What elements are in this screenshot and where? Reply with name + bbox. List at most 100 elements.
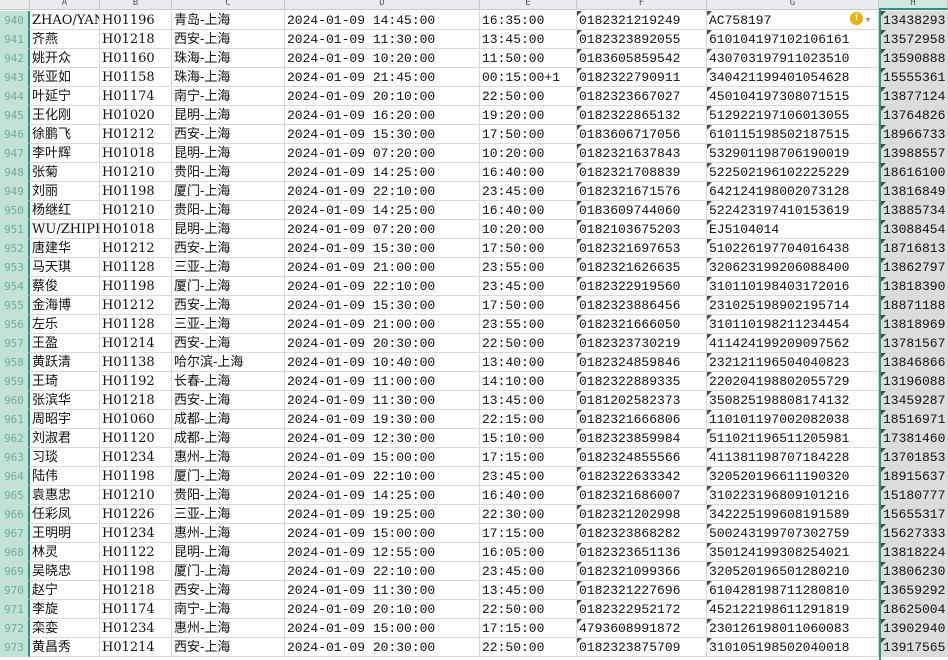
cell-phone[interactable]: 18716813 — [879, 238, 948, 258]
cell-flight[interactable]: H01160 — [100, 48, 172, 68]
cell-ticket[interactable]: 0182324855566 — [577, 447, 707, 467]
cell-route[interactable]: 惠州-上海 — [172, 618, 285, 638]
cell-arrival[interactable]: 22:50:00 — [480, 333, 577, 353]
cell-route[interactable]: 西安-上海 — [172, 238, 285, 258]
cell-departure[interactable]: 2024-01-09 07:20:00 — [285, 143, 480, 163]
cell-phone[interactable]: 15655317 — [879, 504, 948, 524]
cell-arrival[interactable]: 17:50:00 — [480, 238, 577, 258]
cell-id-number[interactable]: 511021196511205981 — [707, 428, 879, 448]
cell-phone[interactable]: 13877124 — [879, 86, 948, 106]
cell-route[interactable]: 三亚-上海 — [172, 314, 285, 334]
cell-ticket[interactable]: 0182321202998 — [577, 504, 707, 524]
cell-flight[interactable]: H01120 — [100, 428, 172, 448]
cell-flight[interactable]: H01020 — [100, 105, 172, 125]
cell-phone[interactable]: 13701853 — [879, 447, 948, 467]
cell-flight[interactable]: H01174 — [100, 599, 172, 619]
cell-departure[interactable]: 2024-01-09 21:00:00 — [285, 314, 480, 334]
cell-id-number[interactable]: 450104197308071515 — [707, 86, 879, 106]
cell-arrival[interactable]: 13:45:00 — [480, 390, 577, 410]
cell-phone[interactable]: 13816849 — [879, 181, 948, 201]
cell-route[interactable]: 西安-上海 — [172, 333, 285, 353]
cell-route[interactable]: 惠州-上海 — [172, 447, 285, 467]
cell-route[interactable]: 青岛-上海 — [172, 10, 285, 30]
cell-flight[interactable]: H01218 — [100, 580, 172, 600]
cell-route[interactable]: 珠海-上海 — [172, 48, 285, 68]
column-header-f[interactable]: F — [577, 0, 707, 10]
cell-id-number[interactable]: 310110198403172016 — [707, 276, 879, 296]
cell-id-number[interactable]: 411424199209097562 — [707, 333, 879, 353]
cell-departure[interactable]: 2024-01-09 20:30:00 — [285, 637, 480, 657]
cell-name[interactable]: 王明明 — [30, 523, 100, 543]
cell-route[interactable]: 贵阳-上海 — [172, 200, 285, 220]
cell-phone[interactable]: 13781567 — [879, 333, 948, 353]
cell-phone[interactable]: 15180777 — [879, 485, 948, 505]
column-header-b[interactable]: B — [100, 0, 172, 10]
cell-ticket[interactable]: 0182321686007 — [577, 485, 707, 505]
cell-flight[interactable]: H01234 — [100, 523, 172, 543]
cell-route[interactable]: 哈尔滨-上海 — [172, 352, 285, 372]
cell-ticket[interactable]: 0182323651136 — [577, 542, 707, 562]
cell-name[interactable]: 金海博 — [30, 295, 100, 315]
cell-flight[interactable]: H01196 — [100, 10, 172, 30]
cell-ticket[interactable]: 0182322952172 — [577, 599, 707, 619]
cell-route[interactable]: 昆明-上海 — [172, 542, 285, 562]
cell-departure[interactable]: 2024-01-09 11:30:00 — [285, 29, 480, 49]
cell-ticket[interactable]: 0182322889335 — [577, 371, 707, 391]
row-header[interactable]: 945 — [0, 105, 30, 125]
cell-arrival[interactable]: 17:15:00 — [480, 618, 577, 638]
cell-flight[interactable]: H01128 — [100, 314, 172, 334]
row-header[interactable]: 967 — [0, 523, 30, 543]
cell-id-number[interactable]: 500243199707302759 — [707, 523, 879, 543]
cell-ticket[interactable]: 0182323868282 — [577, 523, 707, 543]
cell-departure[interactable]: 2024-01-09 15:30:00 — [285, 238, 480, 258]
cell-route[interactable]: 昆明-上海 — [172, 219, 285, 239]
cell-arrival[interactable]: 23:45:00 — [480, 466, 577, 486]
cell-flight[interactable]: H01212 — [100, 124, 172, 144]
cell-arrival[interactable]: 17:50:00 — [480, 295, 577, 315]
cell-arrival[interactable]: 23:45:00 — [480, 276, 577, 296]
cell-name[interactable]: 叶延宁 — [30, 86, 100, 106]
cell-name[interactable]: 任彩凤 — [30, 504, 100, 524]
cell-arrival[interactable]: 19:20:00 — [480, 105, 577, 125]
row-header[interactable]: 944 — [0, 86, 30, 106]
cell-departure[interactable]: 2024-01-09 19:25:00 — [285, 504, 480, 524]
cell-departure[interactable]: 2024-01-09 22:10:00 — [285, 466, 480, 486]
cell-arrival[interactable]: 23:55:00 — [480, 257, 577, 277]
cell-ticket[interactable]: 0181202582373 — [577, 390, 707, 410]
cell-arrival[interactable]: 10:20:00 — [480, 219, 577, 239]
cell-phone[interactable]: 13846866 — [879, 352, 948, 372]
cell-route[interactable]: 贵阳-上海 — [172, 485, 285, 505]
cell-departure[interactable]: 2024-01-09 22:10:00 — [285, 561, 480, 581]
cell-departure[interactable]: 2024-01-09 21:00:00 — [285, 257, 480, 277]
cell-ticket[interactable]: 0182322919560 — [577, 276, 707, 296]
cell-route[interactable]: 贵阳-上海 — [172, 162, 285, 182]
column-header-a[interactable]: A — [30, 0, 100, 10]
row-header[interactable]: 958 — [0, 352, 30, 372]
cell-name[interactable]: 王盈 — [30, 333, 100, 353]
row-header[interactable]: 941 — [0, 29, 30, 49]
column-header-d[interactable]: D — [285, 0, 480, 10]
cell-arrival[interactable]: 16:40:00 — [480, 200, 577, 220]
cell-id-number[interactable]: 510226197704016438 — [707, 238, 879, 258]
cell-name[interactable]: 张亚如 — [30, 67, 100, 87]
row-header[interactable]: 968 — [0, 542, 30, 562]
cell-name[interactable]: 马天琪 — [30, 257, 100, 277]
row-header[interactable]: 959 — [0, 371, 30, 391]
cell-ticket[interactable]: 0182321099366 — [577, 561, 707, 581]
cell-departure[interactable]: 2024-01-09 22:10:00 — [285, 276, 480, 296]
cell-route[interactable]: 昆明-上海 — [172, 105, 285, 125]
cell-ticket[interactable]: 0182321227696 — [577, 580, 707, 600]
cell-arrival[interactable]: 17:15:00 — [480, 447, 577, 467]
column-header-c[interactable]: C — [172, 0, 285, 10]
cell-flight[interactable]: H01128 — [100, 257, 172, 277]
cell-phone[interactable]: 13806230 — [879, 561, 948, 581]
chevron-down-icon[interactable]: ▼ — [866, 16, 871, 24]
cell-departure[interactable]: 2024-01-09 11:30:00 — [285, 390, 480, 410]
cell-departure[interactable]: 2024-01-09 20:10:00 — [285, 86, 480, 106]
row-header[interactable]: 957 — [0, 333, 30, 353]
row-header[interactable]: 953 — [0, 257, 30, 277]
cell-route[interactable]: 西安-上海 — [172, 390, 285, 410]
cell-arrival[interactable]: 17:15:00 — [480, 523, 577, 543]
cell-arrival[interactable]: 22:50:00 — [480, 637, 577, 657]
cell-arrival[interactable]: 16:35:00 — [480, 10, 577, 30]
